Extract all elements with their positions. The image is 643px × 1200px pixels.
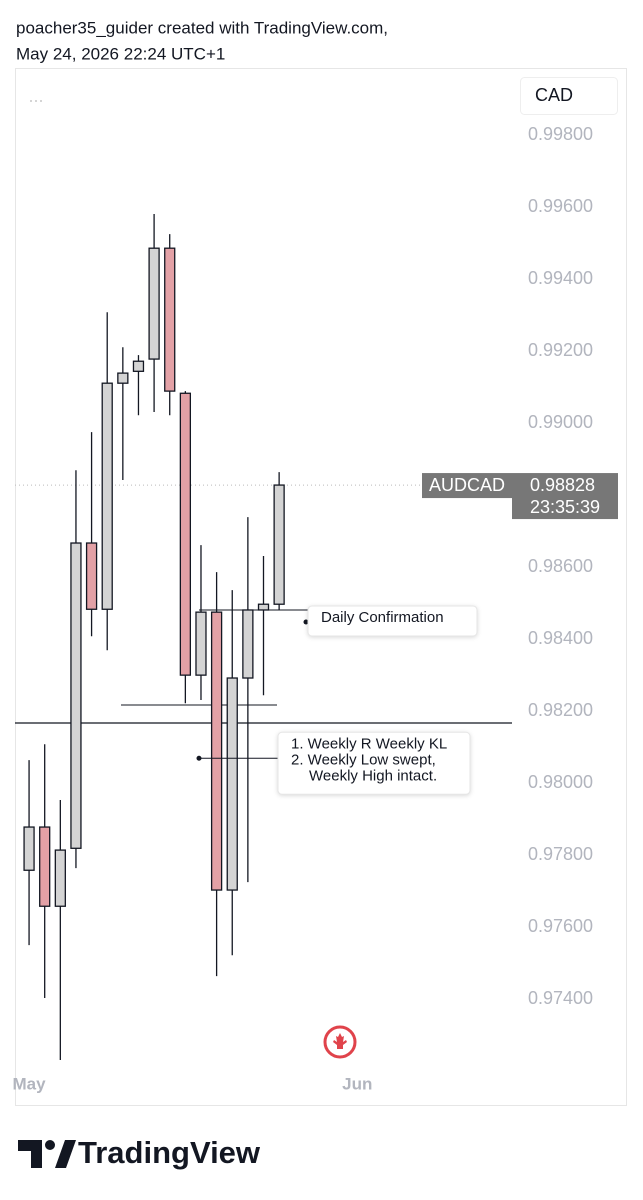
currency-box[interactable] <box>520 77 618 115</box>
y-tick-label: 0.97400 <box>528 988 593 1008</box>
y-tick-label: 0.98200 <box>528 700 593 720</box>
header-line: May 24, 2026 22:24 UTC+1 <box>16 44 225 63</box>
y-tick-label: 0.98000 <box>528 772 593 792</box>
menu-dots <box>30 100 42 102</box>
annotation-dot <box>303 619 309 625</box>
y-tick-label: 0.98600 <box>528 556 593 576</box>
annotation-text: 2. Weekly Low swept, <box>291 751 436 768</box>
candle-body <box>54 849 66 907</box>
candle-body <box>148 247 160 360</box>
candle-body <box>39 826 51 907</box>
chart-frame <box>15 68 627 1106</box>
y-tick-label: 0.99200 <box>528 340 593 360</box>
candle-body <box>164 247 176 392</box>
annotation-box <box>277 731 471 795</box>
candle-body <box>101 382 113 610</box>
candle-body <box>242 609 254 679</box>
symbol-box <box>422 473 512 499</box>
candle-body <box>195 611 207 676</box>
annotation-box <box>307 605 478 637</box>
candle-body <box>273 484 285 605</box>
candle-body <box>132 360 145 372</box>
y-tick-label: 0.97800 <box>528 844 593 864</box>
y-tick-label: 0.97600 <box>528 916 593 936</box>
countdown: 23:35:39 <box>530 497 600 517</box>
y-tick-label: 0.99000 <box>528 412 593 432</box>
canada-flag-icon <box>323 1025 357 1059</box>
price-box <box>512 473 618 520</box>
symbol-label: AUDCAD <box>429 475 505 495</box>
candle-body <box>179 392 192 676</box>
y-tick-label: 0.99400 <box>528 268 593 288</box>
candle-body <box>210 611 223 891</box>
annotation-text: 1. Weekly R Weekly KL <box>291 735 447 752</box>
candle-body <box>226 677 238 891</box>
x-tick-label: May <box>13 1074 47 1093</box>
brand: TradingView <box>78 1135 261 1170</box>
annotation-dot <box>196 755 202 761</box>
candle-body <box>257 603 270 611</box>
y-tick-label: 0.99800 <box>528 124 593 144</box>
candle-body <box>70 542 82 849</box>
last-price-label: 0.98828 <box>530 475 595 495</box>
currency: CAD <box>535 85 573 105</box>
y-tick-label: 0.98400 <box>528 628 593 648</box>
candle-body <box>117 372 129 384</box>
header-line: poacher35_guider created with TradingVie… <box>16 18 388 37</box>
candle-body <box>85 542 98 610</box>
annotation-text: Weekly High intact. <box>309 767 437 784</box>
candle-body <box>23 826 35 871</box>
annotation-text: Daily Confirmation <box>321 609 444 626</box>
tradingview-logo <box>18 1140 76 1168</box>
x-tick-label: Jun <box>342 1074 372 1093</box>
y-tick-label: 0.99600 <box>528 196 593 216</box>
